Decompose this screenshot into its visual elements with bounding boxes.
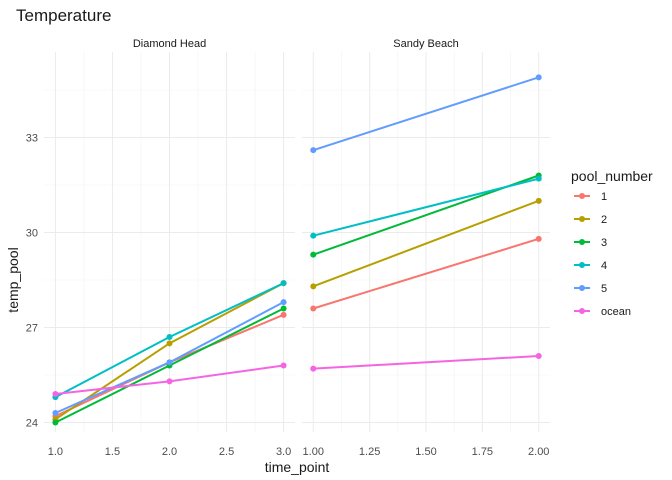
legend-key-point bbox=[579, 308, 585, 314]
x-tick-label: 1.50 bbox=[415, 446, 436, 458]
legend-label: ocean bbox=[601, 306, 631, 318]
x-tick-label: 1.25 bbox=[359, 446, 380, 458]
legend-item-4: 4 bbox=[574, 260, 607, 272]
data-point-ocean bbox=[52, 391, 59, 397]
data-point-ocean bbox=[280, 362, 287, 369]
series-line-5 bbox=[312, 76, 540, 152]
data-point-5 bbox=[535, 74, 542, 81]
chart-title: Temperature bbox=[16, 6, 111, 25]
data-point-3 bbox=[280, 305, 287, 312]
legend-label: 3 bbox=[601, 237, 607, 249]
legend-key-point bbox=[579, 285, 585, 291]
x-tick-label: 2.00 bbox=[528, 446, 549, 458]
x-tick-label: 2.0 bbox=[162, 446, 177, 458]
data-point-4 bbox=[535, 175, 542, 182]
x-tick-label: 2.5 bbox=[219, 446, 234, 458]
data-point-ocean bbox=[310, 365, 317, 372]
y-tick-label: 33 bbox=[26, 133, 38, 145]
legend-label: 2 bbox=[601, 214, 607, 226]
x-tick-label: 1.75 bbox=[472, 446, 493, 458]
y-axis-title: temp_pool bbox=[5, 247, 21, 312]
data-point-3 bbox=[310, 251, 317, 258]
series-line-1 bbox=[312, 237, 540, 310]
legend-item-2: 2 bbox=[574, 214, 607, 226]
data-point-1 bbox=[280, 311, 287, 318]
series-line-2 bbox=[312, 199, 540, 288]
x-axis-title: time_point bbox=[265, 459, 330, 475]
data-point-1 bbox=[535, 235, 542, 242]
facet-panel-1: Diamond Head 1.0 1.5 2.0 2.5 3.0 bbox=[44, 38, 295, 458]
data-point-2 bbox=[535, 197, 542, 204]
x-tick-label: 1.5 bbox=[105, 446, 120, 458]
y-tick-label: 27 bbox=[26, 323, 38, 335]
facet-strip-label: Diamond Head bbox=[133, 38, 206, 50]
data-point-5 bbox=[310, 147, 317, 154]
x-tick-label: 1.0 bbox=[48, 446, 63, 458]
legend-key-point bbox=[579, 262, 585, 268]
data-point-3 bbox=[52, 419, 59, 426]
legend-label: 4 bbox=[601, 260, 607, 272]
legend-label: 5 bbox=[601, 283, 607, 295]
legend-item-ocean: ocean bbox=[574, 306, 631, 318]
facet-panel-2: Sandy Beach 1.00 1.25 1.50 1.75 2.00 bbox=[302, 38, 550, 458]
data-point-2 bbox=[310, 283, 317, 290]
legend-key-point bbox=[579, 216, 585, 222]
data-point-1 bbox=[310, 305, 317, 312]
legend-key-point bbox=[579, 239, 585, 245]
series-line-ocean bbox=[312, 355, 540, 370]
data-point-4 bbox=[166, 334, 173, 340]
legend-item-1: 1 bbox=[574, 191, 607, 203]
data-point-ocean bbox=[535, 353, 542, 359]
legend-item-3: 3 bbox=[574, 237, 607, 249]
panels-layer: Diamond Head 1.0 1.5 2.0 2.5 3.0 Sandy Beach 1.… bbox=[44, 38, 550, 458]
data-point-4 bbox=[280, 280, 287, 287]
legend-key-point bbox=[579, 193, 585, 199]
data-point-4 bbox=[310, 232, 317, 239]
y-ticks-layer: 24 27 30 33 bbox=[26, 133, 38, 430]
legend-label: 1 bbox=[601, 191, 607, 203]
legend-item-5: 5 bbox=[574, 283, 607, 295]
legend-title: pool_number bbox=[571, 168, 653, 184]
facet-strip-label: Sandy Beach bbox=[393, 38, 458, 50]
legend-layer: 1 2 3 4 5 ocean bbox=[574, 191, 631, 318]
y-tick-label: 30 bbox=[26, 228, 38, 240]
series-line-4 bbox=[312, 177, 540, 237]
data-point-5 bbox=[280, 299, 287, 306]
data-point-ocean bbox=[166, 378, 173, 385]
x-tick-label: 3.0 bbox=[276, 446, 291, 458]
x-tick-label: 1.00 bbox=[303, 446, 324, 458]
data-point-2 bbox=[166, 340, 173, 347]
data-point-5 bbox=[52, 410, 59, 416]
y-tick-label: 24 bbox=[26, 418, 38, 430]
data-point-5 bbox=[166, 359, 173, 366]
